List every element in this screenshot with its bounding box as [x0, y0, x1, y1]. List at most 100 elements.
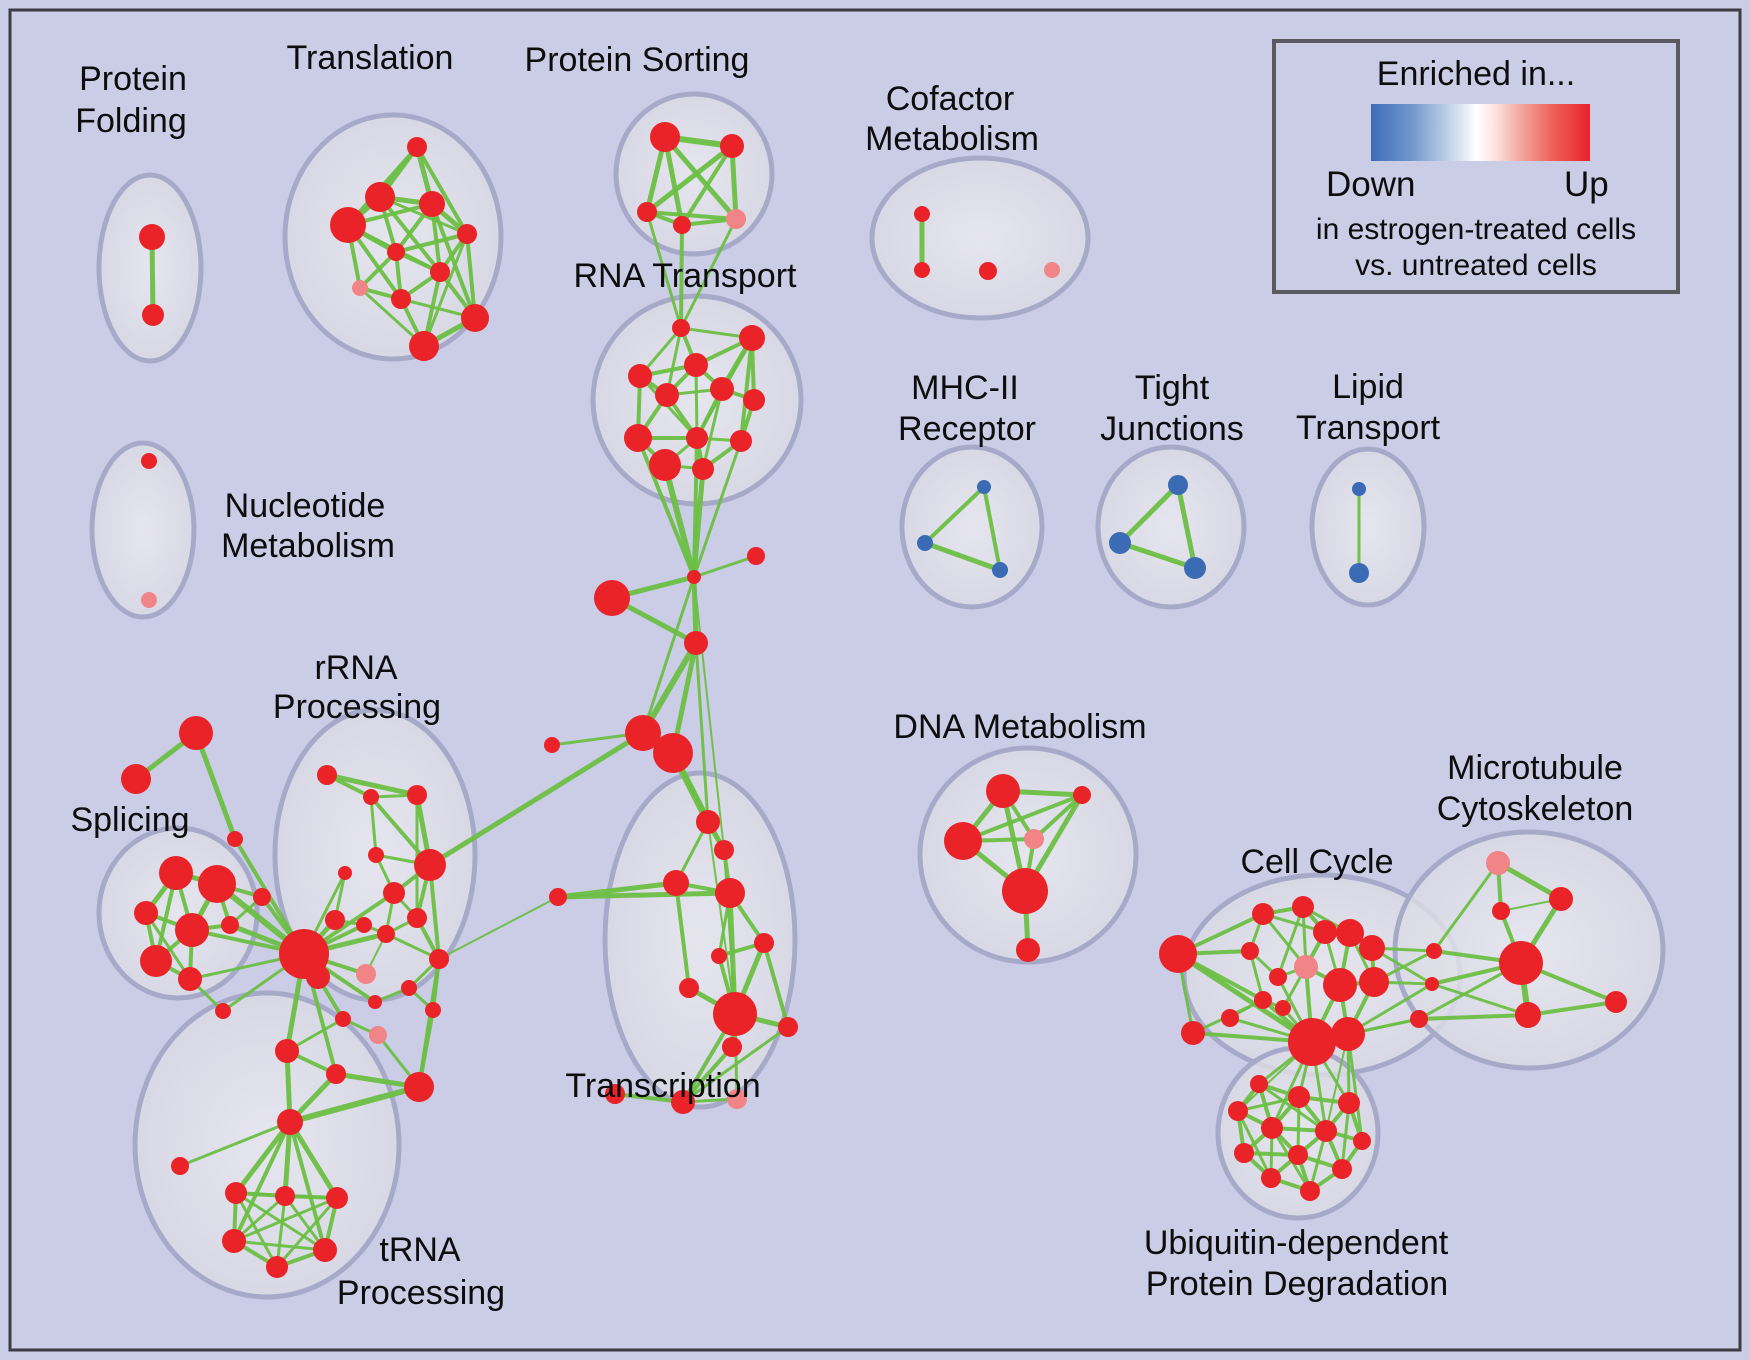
cluster-label: Protein Sorting [525, 41, 750, 79]
cluster-label: Nucleotide [225, 487, 386, 525]
graph-edge [762, 942, 790, 1028]
graph-node-r18 [369, 1026, 387, 1044]
graph-node-c5 [1336, 919, 1364, 947]
graph-node-tc12 [727, 1089, 747, 1109]
graph-node-r14 [368, 995, 382, 1009]
graph-node-r19 [356, 964, 376, 984]
graph-edge [723, 849, 736, 1015]
graph-edge [679, 218, 738, 329]
graph-node-tr1 [179, 716, 213, 750]
graph-node-c9 [1294, 955, 1318, 979]
graph-node-s5 [140, 945, 172, 977]
graph-node-x1 [1426, 943, 1442, 959]
graph-edge [422, 233, 469, 347]
graph-edge [707, 821, 736, 1015]
graph-node-rt1 [672, 319, 690, 337]
cluster-label: Translation [287, 39, 454, 77]
cluster-ellipse [869, 155, 1091, 321]
graph-node-nm2 [141, 592, 157, 608]
graph-node-t6 [387, 243, 405, 261]
graph-node-s2 [198, 865, 236, 903]
cluster-label: Transport [1296, 409, 1441, 447]
graph-node-m6 [653, 733, 693, 773]
graph-edge [144, 912, 192, 980]
graph-node-c17 [1221, 1009, 1239, 1027]
graph-node-c4 [1313, 920, 1337, 944]
cluster-label: Protein Degradation [1146, 1265, 1448, 1303]
graph-node-c8 [1269, 968, 1287, 986]
graph-node-r11 [407, 908, 427, 928]
graph-node-tj3 [1184, 557, 1206, 579]
graph-node-cm2 [914, 262, 930, 278]
cluster-ellipse [1309, 446, 1427, 608]
graph-node-h4 [222, 1229, 246, 1253]
graph-edge [1175, 484, 1198, 569]
cluster-label: Transcription [565, 1067, 760, 1105]
graph-edge [234, 1192, 279, 1268]
graph-node-r13 [401, 980, 417, 996]
graph-node-mh3 [992, 562, 1008, 578]
graph-node-m7 [544, 737, 560, 753]
cluster-label: RNA Transport [574, 257, 798, 295]
graph-node-r12 [377, 925, 395, 943]
graph-node-c15 [1331, 1017, 1365, 1051]
graph-node-pf1 [139, 224, 165, 250]
graph-edge [1118, 483, 1180, 545]
graph-node-m5 [625, 715, 661, 751]
graph-node-d3 [944, 822, 982, 860]
graph-node-u1 [1250, 1075, 1268, 1093]
graph-node-s10 [215, 1003, 231, 1019]
graph-node-c12 [1254, 991, 1272, 1009]
graph-edge [646, 210, 737, 221]
graph-edge [636, 437, 696, 578]
graph-edge [692, 440, 743, 578]
graph-node-t2 [365, 182, 395, 212]
graph-node-r5 [338, 866, 352, 880]
graph-node-u12 [1300, 1181, 1320, 1201]
cluster-label: Protein [79, 60, 187, 98]
graph-node-t1 [407, 137, 427, 157]
graph-edge [729, 145, 739, 220]
graph-node-r4 [368, 847, 384, 863]
graph-node-cm3 [979, 262, 997, 280]
graph-edge [1346, 1033, 1364, 1142]
graph-node-d6 [1016, 938, 1040, 962]
graph-node-h6 [266, 1256, 288, 1278]
graph-edge [674, 882, 691, 989]
graph-node-tj1 [1168, 475, 1188, 495]
graph-edge [1258, 1082, 1327, 1133]
graph-edge [275, 1197, 339, 1268]
graph-node-tn1 [275, 1039, 299, 1063]
graph-node-c3 [1292, 896, 1314, 918]
graph-node-t5 [457, 224, 477, 244]
legend-caption-line2: vs. untreated cells [1355, 249, 1597, 282]
graph-edge [923, 485, 986, 545]
graph-edge [179, 1120, 291, 1168]
graph-node-r1 [317, 765, 337, 785]
graph-node-d1 [986, 774, 1020, 808]
graph-node-u3 [1338, 1092, 1360, 1114]
cluster-label: MHC-II [911, 369, 1019, 407]
graph-node-rt9 [686, 427, 708, 449]
graph-node-m3 [747, 547, 765, 565]
graph-node-rt2 [739, 325, 765, 351]
graph-node-rb [306, 965, 330, 989]
graph-edge [289, 1084, 420, 1125]
cluster-ellipse [89, 440, 197, 620]
graph-node-r17 [335, 1011, 351, 1027]
graph-node-tc9 [722, 1037, 742, 1057]
graph-node-s8 [253, 888, 271, 906]
graph-node-s4 [175, 913, 209, 947]
graph-edge [1236, 1110, 1273, 1179]
graph-edge [1418, 1013, 1529, 1021]
graph-node-u6 [1315, 1120, 1337, 1142]
graph-edge [369, 796, 378, 856]
graph-node-rt4 [628, 364, 652, 388]
graph-edge [326, 772, 418, 798]
legend-title: Enriched in... [1376, 55, 1576, 93]
graph-node-tc6 [711, 948, 727, 964]
graph-node-mt6 [1605, 991, 1627, 1013]
graph-edge [1340, 1102, 1351, 1170]
graph-edge [682, 1025, 789, 1104]
graph-node-r2 [363, 789, 379, 805]
